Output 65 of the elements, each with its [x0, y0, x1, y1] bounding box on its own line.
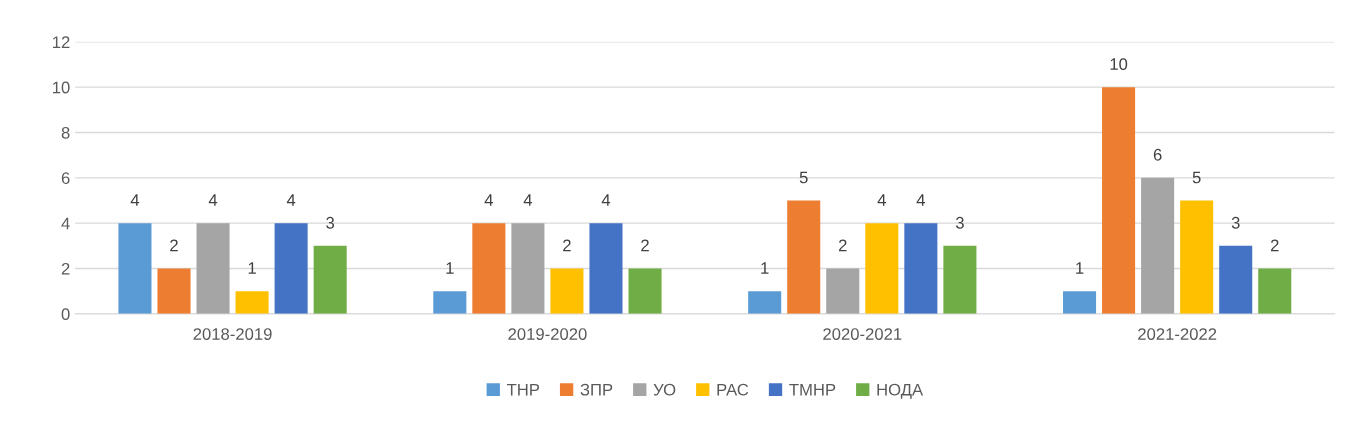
bar [1219, 245, 1253, 314]
bar [1141, 177, 1175, 314]
bar [235, 291, 269, 314]
data-label: 1 [446, 262, 454, 274]
y-tick-label: 0 [61, 308, 70, 321]
bar [943, 245, 977, 314]
data-label: 6 [1153, 148, 1162, 161]
bar [196, 223, 230, 314]
bar [787, 200, 821, 314]
data-label: 2 [1270, 239, 1279, 252]
data-label: 3 [1231, 216, 1240, 229]
data-label: 4 [286, 194, 296, 206]
bar [511, 223, 545, 314]
bar [1063, 291, 1097, 314]
legend-label: НОДА [877, 383, 924, 399]
bar [472, 223, 506, 314]
data-label: 4 [130, 194, 140, 206]
legend-label: ТНР [506, 383, 540, 396]
y-tick-label: 10 [53, 81, 70, 94]
y-tick-label: 2 [61, 262, 70, 275]
data-label: 2 [641, 239, 649, 252]
legend-label: ЗПР [580, 383, 613, 396]
bar [589, 223, 623, 314]
bar [157, 268, 191, 314]
x-tick-label: 2019-2020 [508, 328, 587, 340]
y-tick-label: 6 [61, 172, 70, 185]
data-label: 4 [601, 194, 611, 206]
bar [433, 291, 467, 314]
legend-label: РАС [717, 383, 749, 396]
bar [118, 223, 152, 314]
data-label: 10 [1110, 58, 1128, 70]
bar [904, 223, 938, 314]
data-label: 4 [916, 194, 925, 206]
y-tick-label: 12 [53, 36, 70, 48]
data-label: 4 [877, 194, 886, 206]
data-label: 2 [563, 239, 571, 252]
y-tick-label: 8 [61, 126, 70, 139]
bar [748, 291, 782, 314]
y-tick-label: 4 [61, 217, 70, 230]
data-label: 1 [1076, 262, 1084, 274]
bar [1102, 87, 1136, 314]
data-label: 4 [484, 194, 494, 206]
bar [1180, 200, 1214, 314]
data-label: 2 [838, 239, 847, 252]
data-label: 5 [799, 171, 808, 184]
data-label: 2 [170, 239, 178, 252]
data-label: 3 [955, 216, 964, 229]
x-tick-label: 2021-2022 [1138, 328, 1217, 340]
x-tick-label: 2020-2021 [823, 328, 902, 340]
legend-label: ТМНР [789, 383, 836, 396]
bar [826, 268, 860, 314]
legend-label: УО [653, 383, 676, 396]
data-label: 4 [523, 194, 533, 206]
bar [274, 223, 308, 314]
bar [550, 268, 584, 314]
data-label: 1 [248, 262, 256, 274]
bar [628, 268, 662, 314]
data-label: 1 [761, 262, 769, 274]
bar [1258, 268, 1292, 314]
bar [313, 245, 347, 314]
data-label: 3 [326, 216, 335, 229]
data-label: 5 [1192, 171, 1201, 184]
bar [865, 223, 899, 314]
x-tick-label: 2018-2019 [193, 328, 272, 340]
data-label: 4 [208, 194, 218, 206]
